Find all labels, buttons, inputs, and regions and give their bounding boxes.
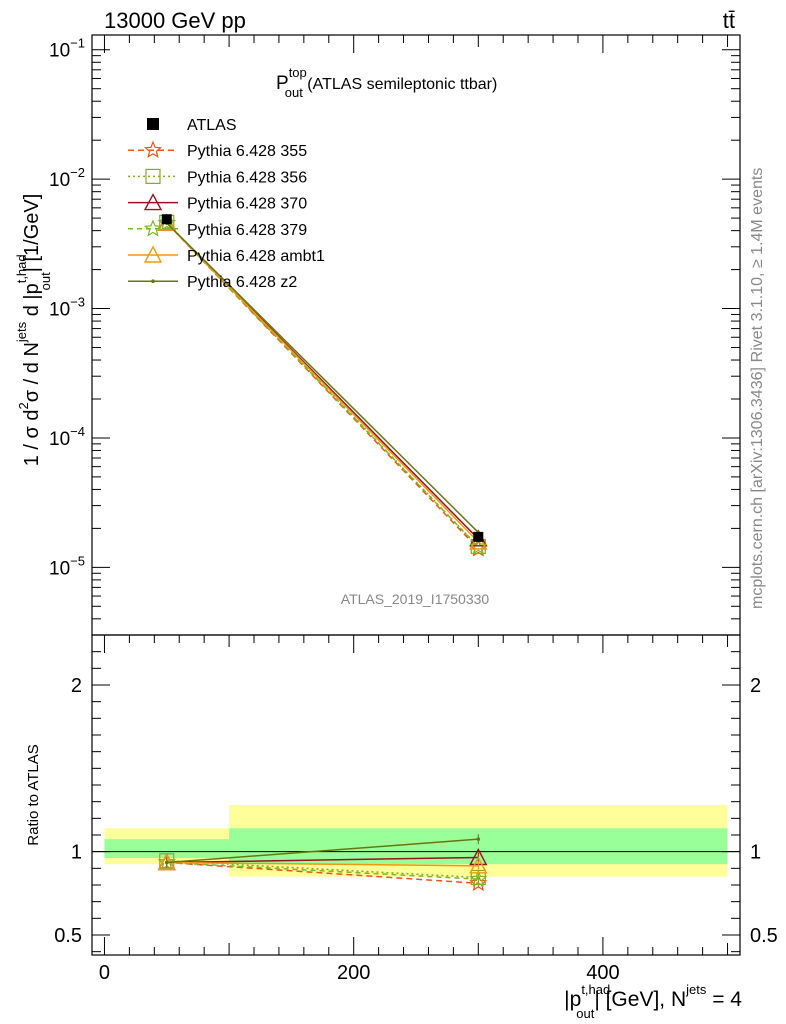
x-tick-label: 0 <box>99 962 110 984</box>
legend-marker-1 <box>143 140 163 158</box>
atlas-data-point <box>161 214 172 225</box>
ratio-series-point-3 <box>469 869 488 887</box>
legend-marker-3 <box>143 193 163 211</box>
ratio-series-line-4 <box>166 861 479 867</box>
legend-marker-atlas <box>147 118 159 130</box>
upper-y-tick-label: 10−3 <box>49 295 85 321</box>
rivet-label: Rivet 3.1.10, ≥ 1.4M events <box>749 168 766 363</box>
lower-y-tick-label: 1 <box>71 842 82 864</box>
process-label: tt̄ <box>723 8 735 33</box>
upper-y-tick-label: 10−2 <box>49 165 85 191</box>
energy-label: 13000 GeV pp <box>104 8 246 33</box>
legend-marker-6 <box>151 279 155 284</box>
lower-y-tick-label: 0.5 <box>54 925 82 947</box>
plot-title: Ptop out (ATLAS semileptonic ttbar) <box>276 65 497 100</box>
lower-plot-frame <box>91 634 741 956</box>
uncertainty-band-inner-0 <box>104 839 230 858</box>
upper-series-line-5 <box>166 222 479 533</box>
legend-label: Pythia 6.428 356 <box>187 169 307 186</box>
lower-y-tick-label-right: 1 <box>750 842 761 864</box>
ratio-series-line-3 <box>166 861 479 880</box>
analysis-watermark: ATLAS_2019_I1750330 <box>341 591 490 607</box>
upper-y-tick-label: 10−4 <box>49 424 85 450</box>
x-tick-label: 400 <box>586 962 619 984</box>
legend-marker-2 <box>145 168 161 184</box>
upper-y-tick-label: 10−5 <box>49 553 85 579</box>
lower-y-axis-label: Ratio to ATLAS <box>25 744 42 845</box>
ratio-series-line-0 <box>166 861 479 885</box>
legend-label: Pythia 6.428 379 <box>187 222 307 239</box>
ratio-series-point-0 <box>469 873 488 892</box>
legend-label: Pythia 6.428 370 <box>187 196 307 213</box>
upper-y-axis-label: 1 / σ d2σ / d Njets d |pt,had out| [1/GeV… <box>14 194 53 467</box>
x-tick-label: 200 <box>337 962 370 984</box>
legend-label: Pythia 6.428 z2 <box>187 274 297 291</box>
legend-label: Pythia 6.428 ambt1 <box>187 248 325 265</box>
mcplots-label: mcplots.cern.ch [arXiv:1306.3436] <box>749 367 766 609</box>
upper-series-point-3 <box>157 213 176 231</box>
upper-series-line-4 <box>166 222 479 543</box>
ratio-series-point-5 <box>164 860 169 865</box>
lower-y-tick-label-right: 0.5 <box>750 925 778 947</box>
ratio-series-point-4 <box>469 856 488 874</box>
legend-marker-5 <box>143 245 163 263</box>
lower-y-tick-label: 2 <box>71 675 82 697</box>
ratio-series-point-5 <box>476 837 481 841</box>
legend-marker-4 <box>143 219 163 237</box>
ratio-series-line-5 <box>166 838 479 864</box>
upper-y-tick-label: 10−1 <box>49 36 85 62</box>
legend-label: Pythia 6.428 355 <box>187 143 307 160</box>
x-axis-label: |pt,had out| [GeV], Njets = 4 <box>564 982 742 1021</box>
lower-y-tick-label-right: 2 <box>750 675 761 697</box>
atlas-data-point <box>473 531 484 542</box>
ratio-series-line-2 <box>166 856 479 864</box>
legend-label: ATLAS <box>187 117 237 134</box>
